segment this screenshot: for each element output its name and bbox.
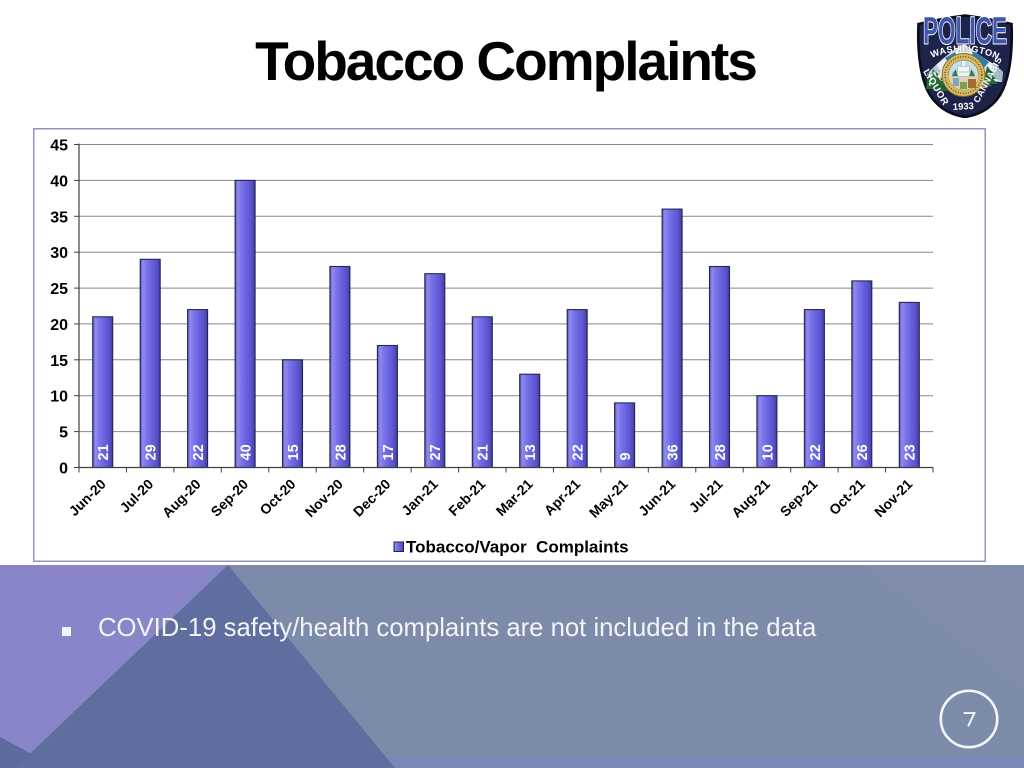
svg-text:40: 40	[50, 173, 68, 190]
svg-text:22: 22	[191, 444, 207, 460]
svg-text:0: 0	[59, 461, 68, 478]
svg-text:28: 28	[333, 444, 349, 460]
svg-text:35: 35	[50, 209, 68, 226]
svg-text:10: 10	[760, 444, 776, 460]
svg-text:15: 15	[50, 353, 68, 370]
svg-text:27: 27	[428, 444, 444, 460]
svg-text:9: 9	[618, 452, 634, 460]
svg-text:45: 45	[50, 138, 68, 155]
svg-text:21: 21	[96, 444, 112, 460]
svg-text:POLICE: POLICE	[923, 14, 1007, 52]
svg-text:23: 23	[903, 444, 919, 460]
svg-text:Tobacco/Vapor Complaints: Tobacco/Vapor Complaints	[406, 538, 629, 557]
svg-text:22: 22	[808, 444, 824, 460]
svg-text:13: 13	[523, 444, 539, 460]
svg-text:40: 40	[239, 444, 255, 460]
svg-text:30: 30	[50, 245, 68, 262]
svg-text:22: 22	[571, 444, 587, 460]
svg-text:20: 20	[50, 317, 68, 334]
svg-text:5: 5	[59, 425, 68, 442]
svg-text:26: 26	[855, 444, 871, 460]
svg-text:36: 36	[666, 444, 682, 460]
svg-text:17: 17	[381, 444, 397, 460]
svg-text:28: 28	[713, 444, 729, 460]
svg-text:15: 15	[286, 444, 302, 460]
svg-text:25: 25	[50, 281, 68, 298]
svg-text:29: 29	[144, 444, 160, 460]
svg-text:10: 10	[50, 389, 68, 406]
svg-text:21: 21	[476, 444, 492, 460]
svg-text:1933: 1933	[953, 101, 975, 113]
